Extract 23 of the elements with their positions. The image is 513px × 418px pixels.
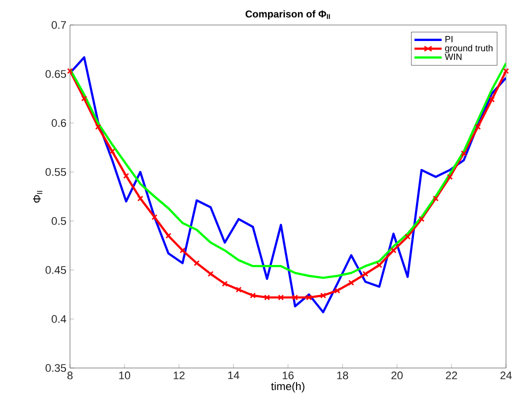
y-tick-label: 0.35 [46,364,66,372]
x-tick-label: 20 [391,372,403,380]
x-axis-title: time(h) [271,382,304,392]
legend-label: ground truth [445,44,493,54]
y-tick-label: 0.6 [52,119,66,127]
y-tick-label: 0.65 [46,70,66,78]
legend-label: WIN [444,54,462,60]
chart-title: Comparison of Φ$_{II}$ [246,10,330,20]
x-tick-label: 14 [228,372,240,380]
y-tick-label: 0.7 [52,21,66,29]
y-axis-title: Φ$_{II}$ [33,190,42,203]
y-tick-label: 0.45 [46,266,66,274]
x-tick-label: 24 [500,372,512,380]
x-tick-label: 12 [174,372,185,380]
x-tick-label: 18 [337,372,348,380]
y-tick-label: 0.5 [52,217,66,225]
y-tick-label: 0.4 [52,315,66,323]
x-tick-label: 22 [446,372,458,380]
x-tick-label: 10 [119,372,130,380]
legend-label: PI [445,36,452,42]
y-tick-label: 0.55 [46,168,66,176]
x-tick-label: 16 [282,372,294,380]
x-tick-label: 8 [67,372,73,380]
